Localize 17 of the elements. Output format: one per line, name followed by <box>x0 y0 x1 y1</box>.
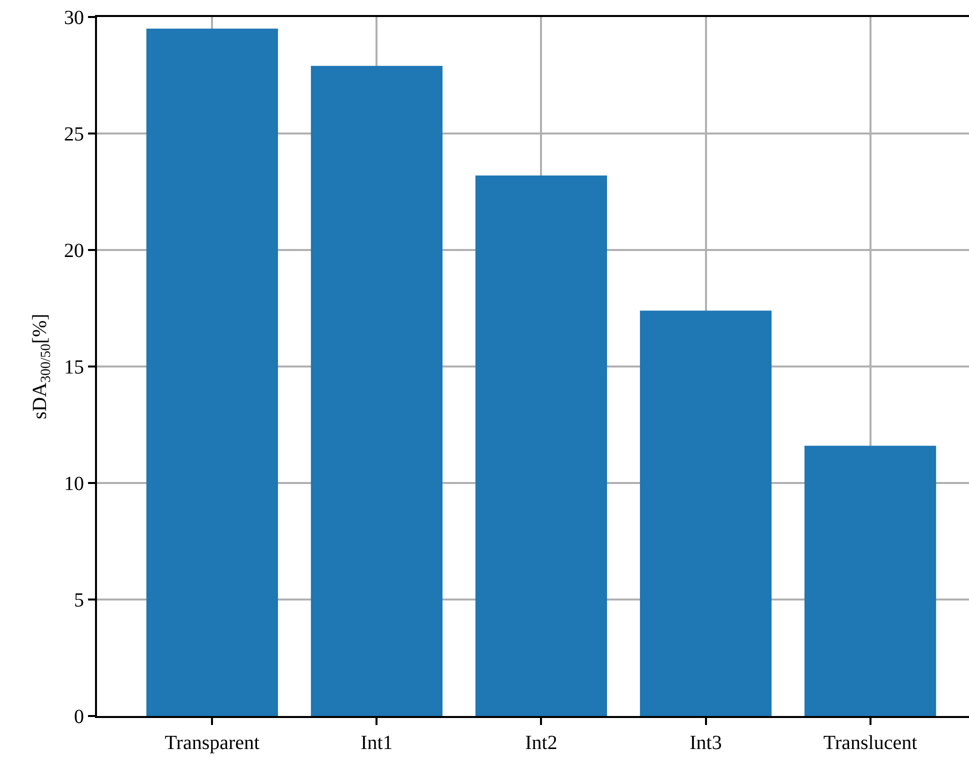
x-tick-label: Transparent <box>164 732 260 754</box>
bar <box>475 175 608 716</box>
y-tick-label: 25 <box>64 124 84 146</box>
y-tick-label: 20 <box>64 240 84 262</box>
y-tick-label: 15 <box>64 356 84 378</box>
x-tick-label: Int1 <box>360 732 393 754</box>
y-tick-label: 10 <box>64 473 84 495</box>
y-tick-label: 5 <box>74 590 84 612</box>
bar <box>146 28 278 716</box>
bar <box>640 310 772 716</box>
y-tick-label: 0 <box>74 706 84 728</box>
x-tick-label: Int3 <box>690 732 722 754</box>
x-tick-label: Int2 <box>525 732 558 754</box>
x-tick-label: Translucent <box>823 732 918 754</box>
bar <box>310 66 443 716</box>
y-tick-label: 30 <box>64 7 84 29</box>
bar <box>804 446 936 716</box>
